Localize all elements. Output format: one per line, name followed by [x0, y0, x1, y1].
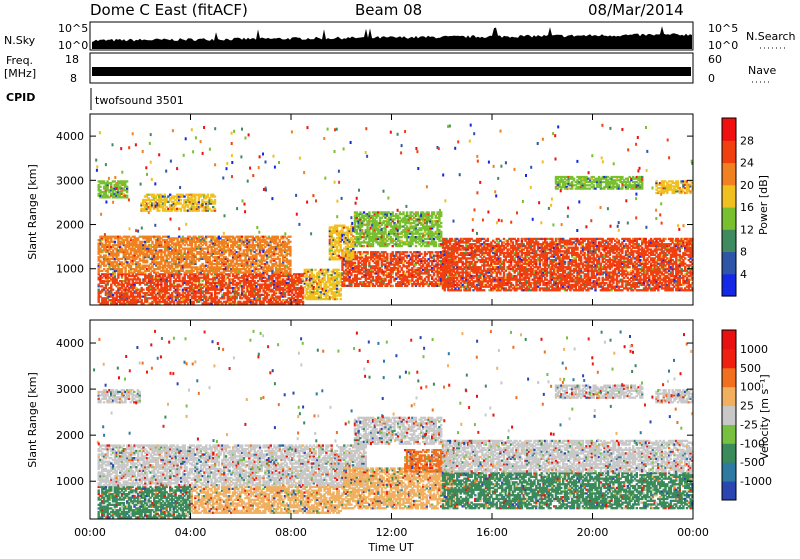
data-cell	[366, 251, 368, 253]
station-title: Dome C East (fitACF)	[90, 1, 248, 19]
data-cell	[157, 272, 159, 274]
data-cell	[338, 269, 340, 271]
data-cell	[483, 289, 485, 291]
data-cell	[487, 238, 489, 240]
nsky-tick-top: 10^5	[58, 22, 88, 35]
data-cell	[420, 253, 422, 255]
nsearch-label: N.Search	[746, 30, 796, 43]
nave-tick-0: 0	[708, 72, 715, 85]
data-cell	[277, 236, 279, 238]
data-cell	[354, 262, 356, 264]
data-cell	[275, 261, 277, 263]
nsky-trace-area	[92, 26, 692, 49]
data-cell	[340, 298, 342, 300]
freq-tick-18: 18	[65, 53, 79, 66]
data-cell	[420, 276, 422, 278]
data-cell	[431, 251, 433, 253]
cpid-label: CPID	[6, 91, 35, 104]
data-cell	[210, 292, 212, 294]
data-cell	[392, 285, 394, 287]
data-cell	[178, 289, 180, 291]
data-cell	[302, 301, 304, 303]
data-band-1	[98, 236, 292, 274]
beam-title: Beam 08	[355, 1, 422, 19]
data-band-0	[98, 273, 305, 304]
nsearch-tick-bottom: 10^0	[708, 39, 738, 52]
data-cell	[112, 289, 114, 291]
nsky-trace	[92, 26, 692, 49]
data-cell	[141, 299, 143, 301]
freq-tick-8: 8	[70, 72, 77, 85]
data-cell	[289, 241, 291, 243]
freq-label: Freq.	[6, 54, 33, 67]
data-cell	[289, 268, 291, 270]
data-cell	[406, 251, 408, 253]
data-cell	[216, 296, 218, 298]
data-cell	[289, 236, 291, 238]
data-band-2	[304, 269, 342, 301]
data-cell	[386, 253, 388, 255]
data-cell	[151, 241, 153, 243]
data-cell	[259, 272, 261, 274]
date-title: 08/Mar/2014	[588, 1, 684, 19]
nave-tick-60: 60	[708, 53, 722, 66]
data-cell	[289, 246, 291, 248]
data-cell	[340, 288, 342, 290]
data-cell	[314, 269, 316, 271]
data-cell	[241, 236, 243, 238]
data-cell	[336, 298, 338, 300]
data-cell	[372, 276, 374, 278]
cpid-value: twofsound 3501	[95, 94, 184, 107]
nsearch-tick-top: 10^5	[708, 22, 738, 35]
data-band-3	[341, 251, 455, 287]
data-cell	[289, 260, 291, 262]
data-cell	[279, 258, 281, 260]
nsky-label: N.Sky	[4, 34, 36, 47]
data-cell	[340, 293, 342, 295]
data-cell	[142, 289, 144, 291]
freq-unit: [MHz]	[4, 67, 36, 80]
data-cell	[114, 241, 116, 243]
nsky-tick-bottom: 10^0	[58, 39, 88, 52]
data-cell	[266, 261, 268, 263]
freq-trace	[92, 67, 691, 76]
data-cell	[302, 278, 304, 280]
data-cell	[205, 241, 207, 243]
nave-label: Nave	[748, 64, 776, 77]
data-cell	[311, 269, 313, 271]
data-cell	[139, 278, 141, 280]
data-cell	[146, 260, 148, 262]
power-heatmap	[95, 124, 693, 305]
data-cell	[327, 269, 329, 271]
data-band-4	[442, 238, 694, 292]
data-cell	[392, 251, 394, 253]
